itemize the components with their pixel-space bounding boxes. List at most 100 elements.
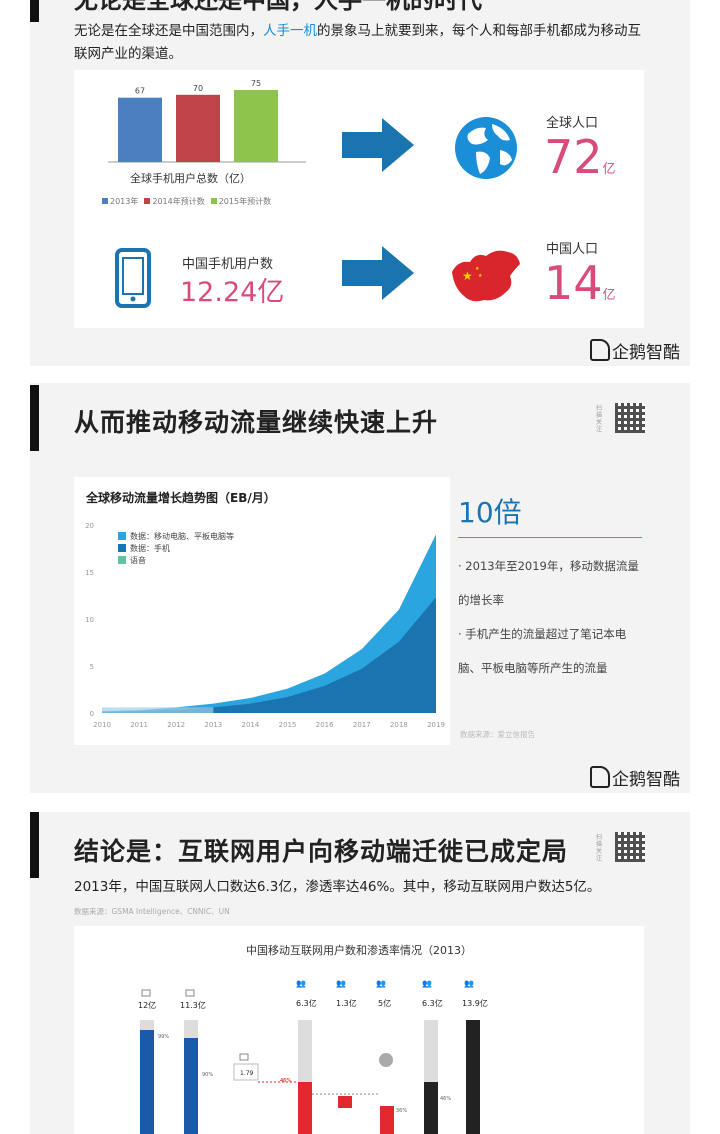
china-population-number: 14 (544, 256, 603, 310)
y-tick-label: 20 (85, 522, 94, 530)
column-step: 1.79 (233, 1053, 259, 1081)
legend-label: 数据：移动电脑、平板电脑等 (130, 531, 234, 541)
people-icon: 👥 (376, 979, 386, 988)
pct-label: 46% (280, 1078, 291, 1084)
bar-label: 13.9亿 (462, 998, 488, 1008)
qr-caption: 扫描关注 (596, 405, 603, 433)
legend-swatch (118, 532, 126, 540)
bullet-list: · 2013年至2019年，移动数据流量的增长率 · 手机产生的流量超过了笔记本… (458, 549, 648, 685)
global-population-value: 72亿 (544, 130, 616, 184)
penguin-logo-icon (590, 339, 610, 361)
legend-swatch (102, 198, 108, 204)
x-tick-label: 2010 (93, 721, 111, 729)
bar-chart-legend: 2013年 2014年预计数 2015年预计数 (96, 196, 271, 207)
bar (118, 97, 162, 162)
traffic-chart-title: 全球移动流量增长趋势图（EB/月） (86, 491, 276, 505)
global-population-unit: 亿 (602, 162, 616, 177)
area-series (102, 534, 436, 713)
qr-code (615, 403, 645, 433)
china-mobile-users-value: 12.24亿 (180, 277, 285, 308)
bar-value-label: 67 (135, 87, 145, 96)
svg-text:★: ★ (462, 269, 473, 283)
slide-title: 从而推动移动流量继续快速上升 (74, 408, 439, 437)
column-pc-only: 👥 1.3亿 (336, 979, 357, 1108)
china-population-value: 14亿 (544, 256, 616, 310)
bullet-item: · 2013年至2019年，移动数据流量的增长率 (458, 559, 639, 607)
china-map-icon: ★ ★ ★ (452, 250, 520, 302)
global-mobile-users-bar-chart: 67 70 75 (108, 79, 306, 163)
para-highlight: 人手一机 (263, 23, 317, 39)
penetration-chart-title: 中国移动互联网用户数和渗透率情况（2013） (246, 944, 472, 957)
intro-paragraph: 无论是在全球还是中国范围内，人手一机的景象马上就要到来，每个人和每部手机都成为移… (74, 20, 654, 66)
area-history-shade (102, 707, 214, 713)
bar-chart-title: 全球手机用户总数（亿） (130, 172, 251, 185)
pct-label: 90% (202, 1072, 213, 1078)
china-population-unit: 亿 (602, 288, 616, 303)
china-mobile-users-label: 中国手机用户数 (182, 257, 274, 272)
x-tick-label: 2015 (279, 721, 297, 729)
x-tick-label: 2014 (242, 721, 260, 729)
globe-icon (455, 117, 517, 179)
people-icon: 👥 (422, 979, 432, 988)
brand-logo: 企鹅智酷 (590, 338, 680, 363)
legend-swatch (144, 198, 151, 204)
qr-caption: 扫描关注 (596, 834, 603, 862)
y-tick-label: 15 (85, 569, 94, 577)
brand-name: 企鹅智酷 (612, 343, 680, 363)
svg-text:★: ★ (475, 266, 480, 272)
y-tick-label: 10 (85, 616, 94, 624)
x-tick-label: 2011 (130, 721, 148, 729)
x-tick-label: 2019 (427, 721, 445, 729)
x-tick-label: 2013 (204, 721, 222, 729)
column-population-total: 👥 13.9亿 (462, 979, 488, 1134)
column-mobile-users: 11.3亿 90% (180, 989, 213, 1134)
legend-swatch (118, 556, 126, 564)
slide-mobile-traffic: 从而推动移动流量继续快速上升 扫描关注 全球移动流量增长趋势图（EB/月） 0 5… (30, 383, 690, 793)
slide-accent-bar (30, 812, 39, 878)
legend-label: 2014年预计数 (152, 197, 205, 206)
traffic-area-chart: 0 5 10 15 20 2010 2011 2012 2013 2014 2015 2016 2017… (85, 522, 445, 729)
bar-value-label: 75 (251, 79, 261, 88)
bar (234, 90, 278, 162)
people-icon: 👥 (296, 979, 306, 988)
people-icon: 👥 (464, 979, 474, 988)
brand-name: 企鹅智酷 (612, 770, 680, 790)
slide-accent-bar (30, 0, 39, 22)
penetration-waterfall-chart: 12亿 99% 11.3亿 90% 1.79 46% � (138, 979, 488, 1134)
column-internet-total: 👥 6.3亿 46% (422, 979, 451, 1134)
bar (176, 94, 220, 162)
bar-label: 1.3亿 (336, 998, 357, 1008)
bar-label: 5亿 (378, 998, 391, 1008)
column-mobile-internet: 👥 5亿 36% (376, 979, 407, 1134)
para-text-b: 的景象马上就要到来，每个人和每部手机都成为移动互联网产业的渠道。 (74, 23, 641, 62)
slide-title: 结论是：互联网用户向移动端迁徙已成定局 (74, 837, 569, 866)
legend-label: 2013年 (110, 197, 139, 206)
source-note: 数据来源：爱立信报告 (460, 730, 535, 739)
bar-label: 6.3亿 (422, 998, 443, 1008)
legend-label: 2015年预计数 (218, 197, 272, 206)
brand-logo: 企鹅智酷 (590, 765, 680, 790)
y-tick-label: 5 (90, 663, 94, 671)
slide-title-clipped: 无论是全球还是中国，人手一机的时代 (74, 0, 482, 14)
legend-swatch (118, 544, 126, 552)
bar-label: 11.3亿 (180, 1000, 206, 1010)
china-population-label: 中国人口 (546, 242, 599, 257)
svg-text:★: ★ (478, 273, 483, 279)
pct-label: 46% (440, 1096, 451, 1102)
arrow-right-icon (342, 118, 414, 172)
arrow-right-icon (342, 246, 414, 300)
people-icon: 👥 (336, 979, 346, 988)
conclusion-paragraph: 2013年，中国互联网人口数达6.3亿，渗透率达46%。其中，移动互联网用户数达… (74, 879, 601, 895)
legend-label: 数据：手机 (130, 543, 170, 553)
smartphone-icon (115, 248, 151, 308)
bullet-item: · 手机产生的流量超过了笔记本电脑、平板电脑等所产生的流量 (458, 627, 627, 675)
area-series (102, 597, 436, 713)
penetration-chart-card: 中国移动互联网用户数和渗透率情况（2013） 12亿 99% 11.3亿 90% (74, 926, 644, 1134)
bar-label: 6.3亿 (296, 998, 317, 1008)
y-tick-label: 0 (90, 710, 94, 718)
pct-label: 36% (396, 1108, 407, 1114)
bar-label: 12亿 (138, 1000, 156, 1010)
pct-label: 99% (158, 1034, 169, 1040)
slide-conclusion: 结论是：互联网用户向移动端迁徙已成定局 扫描关注 2013年，中国互联网人口数达… (30, 812, 690, 1134)
growth-multiplier: 10倍 (458, 496, 522, 529)
